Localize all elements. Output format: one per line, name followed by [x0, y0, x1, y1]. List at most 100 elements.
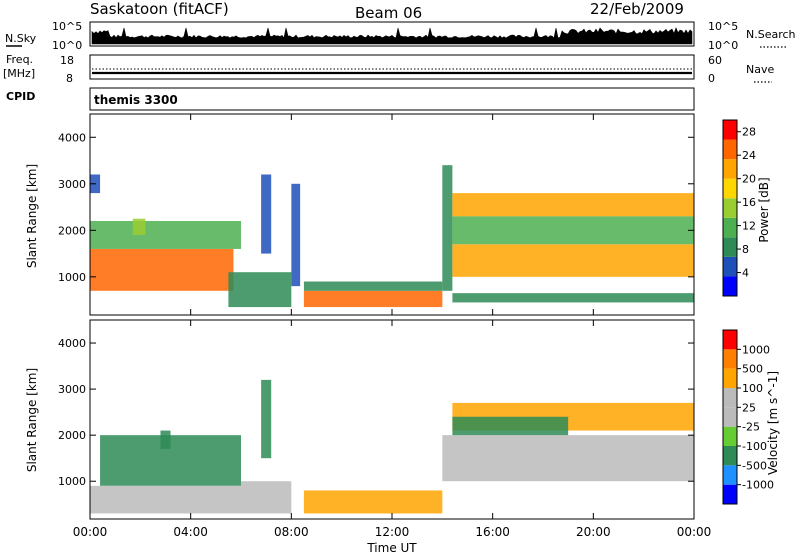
y-tick-label: 3000 [58, 178, 86, 191]
colorbar-segment [723, 484, 737, 504]
noise-left-tick-bottom: 10^0 [52, 39, 82, 52]
colorbar-segment [723, 217, 737, 238]
colorbar-tick-label: 12 [742, 220, 756, 233]
nave-tick-bottom: 0 [708, 72, 715, 85]
date-title: 22/Feb/2009 [590, 0, 684, 18]
nave-label: Nave [746, 63, 774, 76]
velocity-colorbar: 1000 500 100 25 -25 -100 -500 -1000 [722, 329, 774, 505]
nave-tick-top: 60 [708, 54, 722, 67]
x-tick-label: 08:00 [274, 525, 309, 539]
colorbar-segment [723, 159, 737, 179]
y-tick-label: 4000 [58, 131, 86, 144]
colorbar-frame [722, 119, 738, 297]
data-band [452, 216, 694, 245]
velocity-data-layer [90, 379, 694, 514]
colorbar-frame [722, 329, 738, 505]
colorbar-segment [723, 407, 737, 427]
colorbar-tick-label: -1000 [742, 479, 774, 492]
freq-label-line1: Freq. [6, 53, 33, 66]
data-band [132, 218, 146, 235]
freq-tick-bottom: 8 [66, 72, 73, 85]
data-band [90, 248, 234, 291]
velocity-y-axis-label: Slant Range [km] [25, 368, 39, 472]
colorbar-segment [723, 256, 737, 277]
velocity-panel: 1000 2000 3000 4000 00:00 04:00 08:00 12:00 16:… [25, 319, 780, 539]
y-tick-label: 2000 [58, 224, 86, 237]
y-tick-label: 3000 [58, 383, 86, 396]
colorbar-segment [723, 465, 737, 485]
noise-left-tick-top: 10^5 [52, 20, 82, 33]
colorbar-segment [723, 368, 737, 388]
colorbar-segment [723, 349, 737, 369]
colorbar-tick-label: 24 [742, 149, 756, 162]
data-band [303, 281, 443, 291]
power-x-axis [89, 114, 695, 315]
colorbar-segment [723, 446, 737, 466]
y-tick-label: 1000 [58, 475, 86, 488]
noise-right-tick-top: 10^5 [708, 20, 738, 33]
x-tick-label: 00:00 [677, 525, 712, 539]
cpid-label: CPID [6, 90, 35, 103]
x-tick-label: 00:00 [73, 525, 108, 539]
data-band [90, 221, 241, 249]
colorbar-tick-label: 8 [742, 243, 749, 256]
colorbar-segment [723, 388, 737, 408]
freq-tick-top: 18 [60, 54, 74, 67]
colorbar-segment [723, 139, 737, 160]
noise-right-label: N.Search [746, 28, 796, 41]
data-band [452, 193, 694, 217]
y-tick-label: 1000 [58, 271, 86, 284]
colorbar-tick-label: 25 [742, 401, 756, 414]
colorbar-segment [723, 198, 737, 218]
data-band [261, 379, 272, 459]
colorbar-tick-label: -500 [742, 459, 767, 472]
beam-title: Beam 06 [355, 4, 422, 22]
x-tick-label: 20:00 [576, 525, 611, 539]
noise-frame [89, 21, 695, 47]
colorbar-segment [723, 237, 737, 257]
data-band [261, 174, 272, 254]
colorbar-tick-label: 1000 [742, 343, 770, 356]
data-band [241, 481, 292, 514]
cpid-frame [89, 87, 695, 111]
velocity-y-axis: 1000 2000 3000 4000 [58, 337, 694, 488]
noise-right-tick-bottom: 10^0 [708, 39, 738, 52]
colorbar-tick-label: 28 [742, 126, 756, 139]
velocity-colorbar-label: Velocity [m s^-1] [766, 371, 780, 475]
colorbar-tick-label: 100 [742, 382, 763, 395]
colorbar-segment [723, 330, 737, 350]
colorbar-segment [723, 178, 737, 199]
colorbar-tick-label: -100 [742, 440, 767, 453]
freq-label-line2: [MHz] [3, 67, 35, 80]
colorbar-tick-label: 4 [742, 267, 749, 280]
data-band [442, 165, 453, 291]
colorbar-tick-label: 16 [742, 196, 756, 209]
noise-left-label: N.Sky [5, 32, 37, 45]
x-axis-label: Time UT [366, 541, 417, 554]
data-band [442, 435, 694, 482]
power-data-layer [90, 165, 694, 308]
data-band [228, 272, 292, 308]
data-band [90, 485, 241, 514]
freq-panel: Freq. [MHz] 18 8 60 0 Nave [3, 53, 774, 85]
power-y-axis: 1000 2000 3000 4000 [58, 131, 694, 284]
data-band [291, 183, 301, 287]
velocity-x-axis: 00:00 04:00 08:00 12:00 16:00 20:00 00:00 [73, 320, 712, 539]
y-tick-label: 2000 [58, 429, 86, 442]
velocity-colorbar-label-text: Velocity [m s^-1] [766, 371, 780, 475]
x-tick-label: 04:00 [173, 525, 208, 539]
power-y-axis-label: Slant Range [km] [25, 164, 39, 268]
x-tick-label: 12:00 [375, 525, 410, 539]
power-panel: 1000 2000 3000 4000 Slant Range [km] 4 8 12 16… [25, 113, 771, 316]
power-colorbar: 4 8 12 16 20 24 28 [722, 119, 756, 297]
noise-panel: N.Sky 10^5 10^0 10^5 10^0 N.Search [5, 20, 796, 52]
data-band [452, 293, 694, 303]
colorbar-segment [723, 120, 737, 140]
data-band [452, 244, 694, 277]
y-tick-label: 4000 [58, 337, 86, 350]
data-band [303, 490, 443, 514]
x-tick-label: 16:00 [475, 525, 510, 539]
noise-sky-trace [91, 27, 693, 45]
cpid-panel: CPID themis 3300 [6, 87, 695, 111]
